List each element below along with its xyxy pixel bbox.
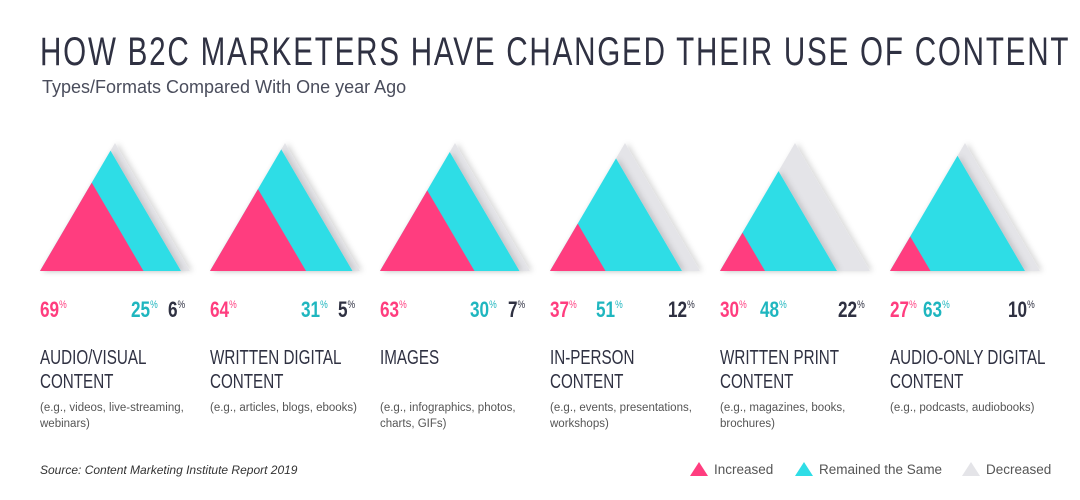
triangle-same [890, 155, 1025, 271]
label-same: 63% [923, 296, 950, 324]
percent-sign: % [739, 299, 747, 311]
value: 22 [838, 297, 858, 322]
percent-sign: % [347, 299, 356, 311]
category-examples: (e.g., videos, live-streaming, webinars) [40, 402, 184, 430]
label-increased: 64% [210, 296, 237, 324]
percent-sign: % [320, 299, 328, 311]
category-name: WRITTEN DIGITAL CONTENT [210, 347, 342, 393]
label-decreased: 12% [668, 296, 695, 324]
value: 63 [380, 297, 400, 322]
category-name: AUDIO/VISUAL CONTENT [40, 347, 147, 393]
label-decreased: 22% [838, 296, 865, 324]
category-examples: (e.g., articles, blogs, ebooks) [210, 402, 358, 414]
value: 7 [508, 297, 518, 322]
value: 51 [596, 297, 616, 322]
percent-sign: % [177, 299, 186, 311]
legend-triangle-icon [690, 462, 708, 476]
triangle-increased [550, 223, 606, 271]
label-same: 31% [301, 296, 328, 324]
percent-sign: % [59, 299, 67, 311]
percent-sign: % [857, 299, 865, 311]
percent-sign: % [941, 299, 950, 311]
source-note: Source: Content Marketing Institute Repo… [40, 463, 298, 477]
value: 25 [131, 297, 151, 322]
label-decreased: 6% [168, 296, 185, 324]
label-same: 30% [470, 296, 497, 324]
value: 31 [301, 297, 321, 322]
value: 69 [40, 297, 60, 322]
percent-sign: % [517, 299, 526, 311]
triangle-increased [890, 236, 931, 271]
percent-sign: % [909, 299, 917, 311]
legend-triangle-icon [962, 462, 980, 476]
percent-sign: % [569, 299, 577, 311]
label-increased: 30% [720, 296, 747, 324]
label-decreased: 7% [508, 296, 525, 324]
category-examples: (e.g., podcasts, audiobooks) [890, 402, 1035, 414]
category-examples: (e.g., events, presentations, workshops) [550, 402, 692, 430]
category-name: WRITTEN PRINT CONTENT [720, 347, 840, 393]
triangle-increased [210, 189, 306, 271]
value: 30 [470, 297, 490, 322]
category-examples: (e.g., infographics, photos, charts, GIF… [380, 402, 516, 430]
label-increased: 27% [890, 296, 917, 324]
legend-increased: Increased [690, 462, 773, 477]
category-name: IMAGES [380, 347, 440, 369]
legend-label: Decreased [986, 462, 1052, 477]
value: 63 [922, 297, 942, 322]
value: 37 [550, 297, 570, 322]
legend-label: Remained the Same [819, 462, 943, 477]
percent-sign: % [150, 299, 158, 311]
value: 12 [668, 297, 688, 322]
label-same: 25% [131, 296, 158, 324]
value: 10 [1008, 297, 1028, 322]
chart-subtitle: Types/Formats Compared With One year Ago [42, 77, 407, 97]
percent-sign: % [687, 299, 695, 311]
legend-decreased: Decreased [962, 462, 1051, 477]
percent-sign: % [399, 299, 407, 311]
label-decreased: 10% [1008, 296, 1035, 324]
legend-label: Increased [714, 462, 774, 477]
triangle-increased [40, 182, 144, 271]
legend-same: Remained the Same [795, 462, 942, 477]
triangles-svg [40, 143, 1040, 271]
label-same: 48% [760, 296, 787, 324]
label-increased: 37% [550, 296, 577, 324]
label-increased: 69% [40, 296, 67, 324]
percent-sign: % [615, 299, 623, 311]
triangle-increased [380, 190, 475, 271]
label-decreased: 5% [338, 296, 355, 324]
legend-triangle-icon [795, 462, 813, 476]
label-increased: 63% [380, 296, 407, 324]
value: 6 [168, 297, 178, 322]
percent-sign: % [229, 299, 237, 311]
value: 30 [720, 297, 740, 322]
percent-sign: % [779, 299, 787, 311]
value: 48 [760, 297, 780, 322]
category-name: IN-PERSON CONTENT [550, 347, 635, 393]
value: 64 [210, 297, 230, 322]
percent-sign: % [489, 299, 497, 311]
percent-sign: % [1027, 299, 1035, 311]
value: 27 [890, 297, 910, 322]
triangle-increased [720, 232, 765, 271]
value: 5 [338, 297, 348, 322]
category-name: AUDIO-ONLY DIGITAL CONTENT [890, 347, 1046, 393]
chart-title: HOW B2C MARKETERS HAVE CHANGED THEIR USE… [40, 30, 1071, 74]
label-same: 51% [596, 296, 623, 324]
category-examples: (e.g., magazines, books, brochures) [720, 402, 846, 430]
